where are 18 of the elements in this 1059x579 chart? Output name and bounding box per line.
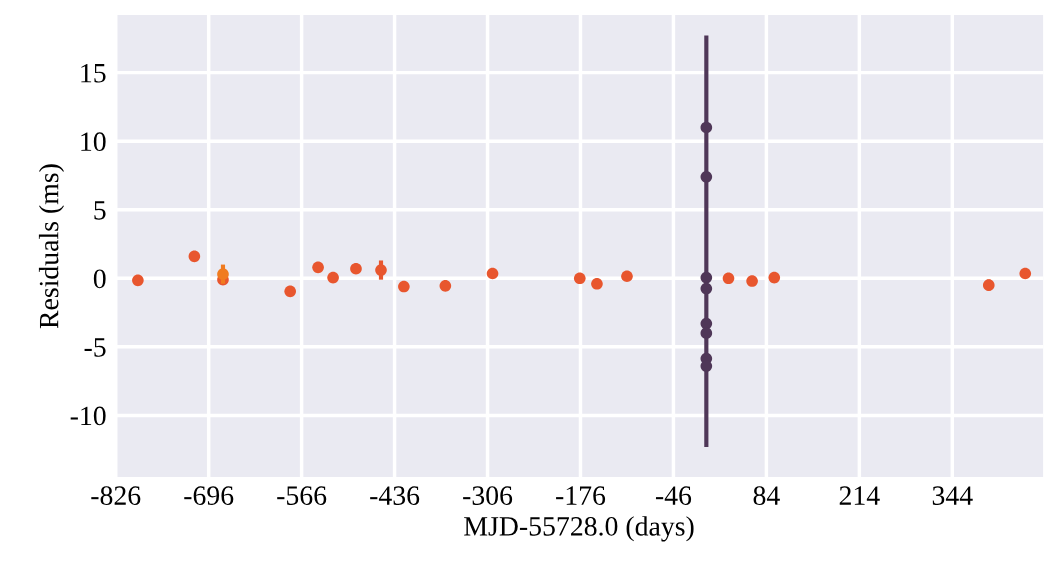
y-tick-label: -10 — [70, 406, 106, 426]
y-tick-label: -5 — [84, 338, 106, 357]
y-tick-label: 15 — [81, 63, 106, 83]
x-tick-label: -46 — [655, 486, 692, 505]
x-tick-label: -566 — [277, 486, 327, 505]
y-tick-label: 10 — [81, 132, 106, 152]
x-tick-label: 84 — [753, 486, 780, 505]
x-tick-label: -306 — [463, 486, 513, 505]
x-tick-label: -696 — [184, 486, 234, 505]
x-tick-label: 344 — [932, 486, 973, 505]
x-tick-label: -176 — [556, 486, 606, 505]
y-axis-title: Residuals (ms) — [38, 164, 65, 329]
x-tick-label: -436 — [370, 486, 420, 505]
y-tick-label: 5 — [94, 201, 106, 220]
x-axis-title: MJD-55728.0 (days) — [464, 516, 694, 542]
y-tick-label: 0 — [93, 269, 106, 289]
x-tick-label: -826 — [91, 486, 141, 505]
x-tick-label: 214 — [839, 486, 880, 505]
